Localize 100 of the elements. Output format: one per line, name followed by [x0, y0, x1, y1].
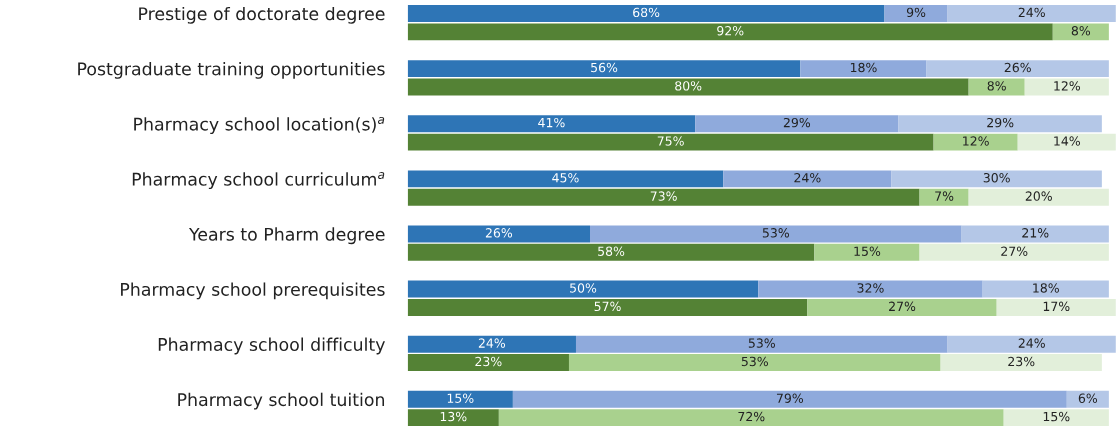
bar	[807, 298, 997, 316]
bar	[407, 335, 576, 353]
data-label: 80%	[675, 81, 702, 91]
data-label: 68%	[633, 7, 660, 18]
bar	[961, 225, 1109, 243]
data-label: 72%	[738, 411, 765, 422]
y-tick-label: Pharmacy school difficulty	[158, 337, 385, 355]
data-label: 13%	[440, 411, 467, 422]
bar	[407, 60, 801, 78]
data-label: 17%	[1043, 301, 1070, 312]
bar	[407, 409, 499, 427]
bar	[800, 60, 927, 78]
bar	[891, 170, 1102, 188]
data-label: 23%	[1008, 356, 1035, 367]
bar	[814, 243, 920, 261]
data-label: 50%	[570, 283, 597, 293]
y-tick-label: Pharmacy school location(s)$^{a}$	[134, 116, 385, 134]
bar	[407, 188, 920, 206]
data-label: 29%	[783, 117, 811, 128]
bar	[590, 225, 962, 243]
bar	[407, 243, 815, 261]
data-label: 56%	[591, 62, 618, 73]
bar	[758, 280, 983, 298]
bar	[407, 280, 759, 298]
bar	[968, 188, 1109, 206]
bar	[926, 60, 1109, 78]
data-label: 79%	[776, 393, 804, 403]
data-label: 9%	[906, 7, 926, 18]
data-label: 8%	[987, 81, 1006, 91]
data-label: 58%	[598, 246, 625, 256]
data-label: 12%	[1054, 81, 1080, 91]
data-label: 18%	[1033, 283, 1059, 293]
bar	[407, 225, 591, 243]
bar	[1052, 23, 1109, 41]
data-label: 20%	[1025, 191, 1052, 201]
data-label: 15%	[447, 393, 474, 403]
data-label: 21%	[1022, 228, 1049, 238]
data-label: 53%	[741, 356, 768, 367]
bar	[407, 5, 885, 22]
data-label: 26%	[1004, 62, 1031, 73]
bar	[723, 170, 892, 188]
bar	[919, 243, 1109, 261]
y-tick-label: Pharmacy school tuition	[178, 392, 385, 410]
data-label: 29%	[987, 117, 1014, 128]
bar	[996, 298, 1116, 316]
y-tick-label: Pharmacy school prerequisites	[121, 282, 385, 300]
data-label: 15%	[854, 246, 881, 256]
bar	[1017, 133, 1116, 151]
bar	[947, 335, 1116, 353]
data-label: 26%	[485, 228, 513, 238]
bar	[407, 298, 808, 316]
data-label: 7%	[935, 191, 954, 201]
data-label: 27%	[889, 301, 916, 312]
data-label: 92%	[717, 26, 744, 36]
data-label: 45%	[552, 173, 579, 183]
data-label: 75%	[657, 136, 684, 146]
data-label: 23%	[475, 356, 502, 367]
data-label: 27%	[1001, 246, 1028, 256]
data-label: 12%	[963, 136, 989, 146]
y-tick-label: Pharmacy school curriculum$^{a}$	[132, 172, 385, 190]
data-label: 15%	[1043, 411, 1070, 422]
data-label: 24%	[1018, 7, 1045, 18]
data-label: 32%	[857, 283, 884, 293]
bar	[982, 280, 1109, 298]
bar	[1003, 409, 1109, 427]
bar	[933, 133, 1018, 151]
bar	[407, 354, 569, 371]
bar	[407, 115, 696, 133]
bar	[512, 390, 1067, 408]
bar	[498, 409, 1004, 427]
data-label: 73%	[650, 191, 677, 201]
data-label: 24%	[1018, 338, 1045, 348]
bar	[407, 78, 969, 96]
data-label: 6%	[1078, 393, 1098, 403]
y-tick-label: Years to Pharm degree	[188, 227, 385, 245]
bar	[407, 23, 1053, 41]
bar	[575, 335, 948, 353]
bar	[884, 5, 948, 22]
bar	[947, 5, 1116, 22]
data-label: 53%	[762, 228, 790, 238]
bar	[407, 390, 513, 408]
bar	[919, 188, 969, 206]
data-label: 18%	[850, 62, 877, 73]
y-tick-label: Prestige of doctorate degree	[139, 6, 385, 24]
data-label: 57%	[594, 301, 621, 312]
data-label: 41%	[538, 117, 565, 128]
bar	[1066, 390, 1109, 408]
bar	[407, 170, 724, 188]
data-label: 24%	[794, 173, 821, 183]
bar	[407, 133, 934, 151]
data-label: 14%	[1054, 136, 1080, 146]
bar	[695, 115, 899, 133]
bar	[568, 354, 941, 371]
y-tick-label: Postgraduate training opportunities	[78, 62, 385, 79]
bar	[940, 354, 1102, 371]
data-label: 53%	[748, 338, 775, 348]
data-label: 8%	[1071, 26, 1091, 36]
bar	[898, 115, 1102, 133]
data-label: 24%	[478, 338, 506, 348]
data-label: 30%	[983, 173, 1010, 183]
